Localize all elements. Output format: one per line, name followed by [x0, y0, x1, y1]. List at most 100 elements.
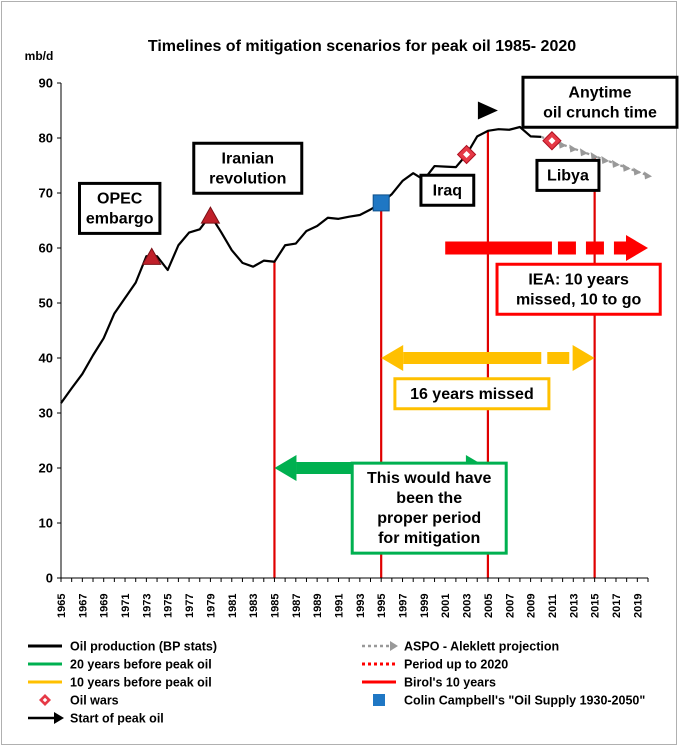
10-years-before-peak-oil-arrow-head-left — [381, 345, 404, 371]
aspo-projection-point — [569, 144, 578, 153]
annotation-iea-10-years-missed-10-to-go: IEA: 10 years missed, 10 to go — [495, 262, 662, 316]
annotation-box — [393, 377, 551, 411]
oil-war-diamond-center — [548, 137, 556, 145]
oil-war-diamond-center — [463, 151, 471, 158]
x-tick-label: 2011 — [547, 594, 559, 618]
oil-production-line — [60, 125, 542, 404]
annotation-text: Iraq — [433, 182, 462, 199]
annotation-text: oil crunch time — [543, 104, 657, 121]
legend-arrow-swatch — [54, 712, 64, 724]
aspo-projection-point — [633, 167, 642, 176]
annotation-box — [78, 181, 162, 235]
legend-item-period-up-to-2020: Period up to 2020 — [362, 658, 508, 672]
annotation-opec-embargo: OPEC embargo — [78, 181, 162, 235]
legend-label: 20 years before peak oil — [70, 658, 212, 672]
x-tick-label: 2017 — [611, 594, 623, 618]
y-tick-label: 60 — [39, 241, 53, 256]
x-tick-label: 2003 — [462, 594, 474, 618]
aspo-projection-point — [622, 163, 631, 172]
aspo-projection-point — [590, 152, 599, 161]
x-tick-label: 1987 — [291, 594, 303, 618]
chart-title: Timelines of mitigation scenarios for pe… — [148, 38, 576, 55]
legend-item-10-years-before-peak-oil: 10 years before peak oil — [28, 676, 212, 690]
x-tick-label: 1977 — [184, 594, 196, 618]
x-tick-label: 2015 — [590, 594, 602, 618]
legend-item-start-of-peak-oil: Start of peak oil — [28, 712, 164, 726]
x-tick-label: 1981 — [227, 594, 239, 618]
x-tick-label: 2013 — [568, 594, 580, 618]
legend-item-colin-campbell-s-oil-supply-1930-2050: Colin Campbell's "Oil Supply 1930-2050" — [373, 694, 645, 708]
legend-item-oil-production-bp-stats: Oil production (BP stats) — [28, 640, 217, 654]
annotation-text: for mitigation — [378, 530, 480, 547]
birol-s-10-years-arrow-head-right — [626, 235, 648, 261]
annotation-text: Iranian — [222, 150, 274, 167]
legend-diamond-center — [42, 697, 48, 703]
annotation-iraq: Iraq — [419, 173, 476, 207]
start-of-peak-oil-marker — [477, 101, 498, 120]
y-tick-label: 40 — [39, 351, 53, 366]
aspo-projection-point — [579, 148, 588, 157]
legend-label: Oil wars — [70, 694, 119, 708]
annotation-box — [192, 141, 304, 195]
y-tick-label: 0 — [46, 571, 53, 586]
annotation-text: missed, 10 to go — [516, 291, 642, 308]
legend-label: ASPO - Aleklett projection — [404, 640, 559, 654]
x-tick-label: 1999 — [419, 594, 431, 618]
annotation-iranian-revolution: Iranian revolution — [192, 141, 304, 195]
y-tick-label: 90 — [39, 76, 53, 91]
x-tick-label: 1983 — [248, 594, 260, 618]
x-tick-label: 2019 — [632, 594, 644, 618]
x-tick-label: 1979 — [205, 594, 217, 618]
legend-item-20-years-before-peak-oil: 20 years before peak oil — [28, 658, 212, 672]
x-tick-label: 2009 — [526, 594, 538, 618]
annotation-libya: Libya — [535, 158, 601, 192]
annotation-box — [521, 75, 679, 129]
x-tick-label: 1991 — [333, 594, 345, 618]
x-tick-label: 1975 — [163, 594, 175, 618]
annotation-text: IEA: 10 years — [528, 271, 629, 288]
x-tick-label: 1995 — [376, 594, 388, 618]
annotation-this-would-have-been-the-proper-period-for-mitigation: This would have been the proper period for … — [350, 461, 508, 555]
x-tick-label: 2007 — [504, 594, 516, 618]
annotation-box — [495, 262, 662, 316]
20-years-before-peak-oil-arrow-head-left — [274, 455, 297, 481]
x-tick-label: 1969 — [99, 594, 111, 618]
annotation-text: embargo — [86, 210, 154, 227]
x-tick-label: 1997 — [398, 594, 410, 618]
x-tick-label: 1971 — [120, 594, 132, 618]
legend-label: Colin Campbell's "Oil Supply 1930-2050" — [404, 694, 645, 708]
y-tick-label: 80 — [39, 131, 53, 146]
legend-item-oil-wars: Oil wars — [39, 694, 119, 708]
x-tick-label: 1993 — [355, 594, 367, 618]
aspo-projection-point — [601, 156, 610, 164]
annotation-box — [419, 173, 476, 207]
annotation-text: Libya — [547, 167, 589, 184]
x-tick-label: 2001 — [440, 594, 452, 618]
x-tick-label: 1985 — [269, 594, 281, 618]
y-tick-label: 50 — [39, 296, 53, 311]
colin-campbell-marker — [372, 194, 390, 212]
annotation-16-years-missed: 16 years missed — [393, 377, 551, 411]
y-axis-unit-label: mb/d — [25, 49, 54, 63]
legend-label: Period up to 2020 — [404, 658, 508, 672]
aspo-projection-point — [611, 159, 620, 168]
annotation-text: revolution — [209, 170, 286, 187]
legend-item-birol-s-10-years: Birol's 10 years — [362, 676, 496, 690]
annotation-text: been the — [396, 490, 462, 507]
legend-item-aspo-aleklett-projection: ASPO - Aleklett projection — [362, 640, 559, 654]
aspo-projection-point — [644, 171, 652, 180]
y-tick-label: 20 — [39, 461, 53, 476]
annotation-text: This would have — [367, 470, 492, 487]
legend-label: Start of peak oil — [70, 712, 164, 726]
aspo-projection-point — [558, 140, 567, 149]
annotation-text: proper period — [377, 510, 481, 527]
legend-arrow-swatch — [390, 641, 398, 651]
10-years-before-peak-oil-arrow-head-right — [572, 345, 595, 371]
annotation-box — [535, 158, 601, 192]
annotation-text: 16 years missed — [410, 386, 534, 403]
oil-war-triangle-marker — [141, 247, 162, 265]
legend-label: 10 years before peak oil — [70, 676, 212, 690]
legend-label: Birol's 10 years — [404, 676, 496, 690]
